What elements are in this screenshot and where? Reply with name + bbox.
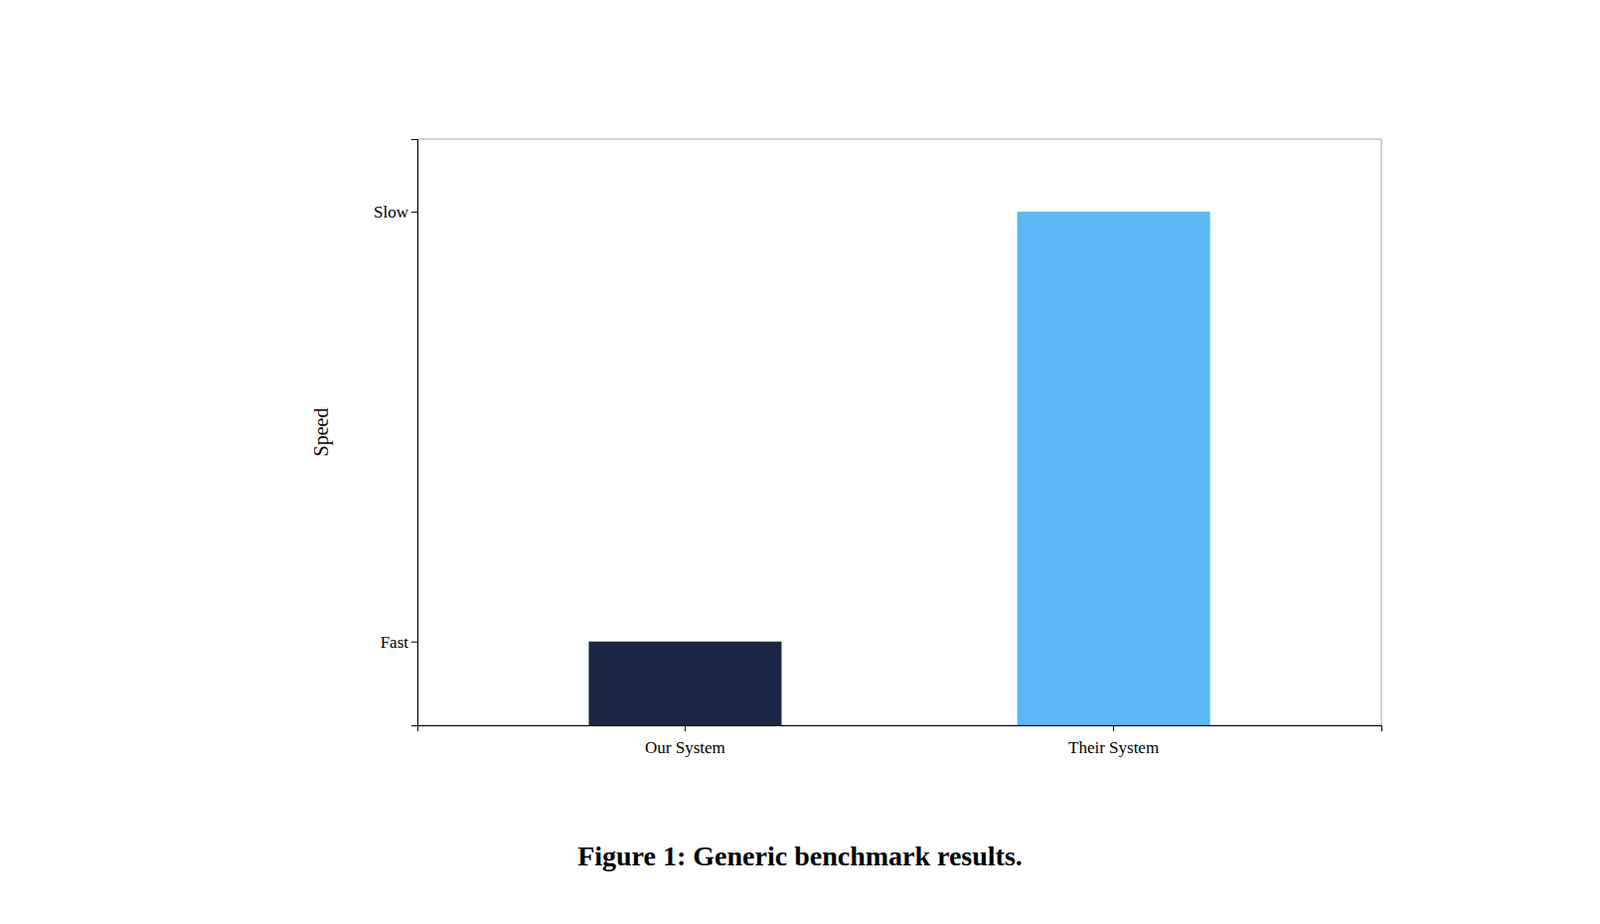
y-tick: Slow xyxy=(373,202,418,222)
bar xyxy=(1017,211,1211,726)
caption: Figure 1: Generic benchmark results. xyxy=(577,840,1023,872)
x-tick-mark xyxy=(1113,725,1115,732)
chart-svg: Our System Their System Fast Slow Speed Figur… xyxy=(0,0,1600,924)
bar xyxy=(588,641,782,726)
x-tick: Our System xyxy=(644,725,726,758)
x-tick-label: Our System xyxy=(644,738,726,758)
x-tick-label: Their System xyxy=(1068,738,1159,758)
y-axis: Fast Slow xyxy=(373,140,418,727)
y-tick-label: Fast xyxy=(380,633,410,652)
x-tick-mark xyxy=(684,725,686,732)
x-axis: Our System Their System xyxy=(418,725,1383,758)
y-tick-label: Slow xyxy=(373,202,410,222)
x-tick: Their System xyxy=(1068,725,1159,758)
axis-line xyxy=(418,726,1383,733)
plot: Our System Their System Fast Slow xyxy=(373,139,1382,758)
y-tick-mark xyxy=(411,641,418,643)
y-axis-title: Speed xyxy=(310,408,333,458)
axis-line xyxy=(411,140,419,727)
plot-frame xyxy=(417,139,1382,726)
bars xyxy=(588,211,1210,726)
y-tick: Fast xyxy=(380,633,418,652)
y-tick-mark xyxy=(411,211,418,213)
chart-container: Our System Their System Fast Slow Speed Figur… xyxy=(0,0,1600,924)
